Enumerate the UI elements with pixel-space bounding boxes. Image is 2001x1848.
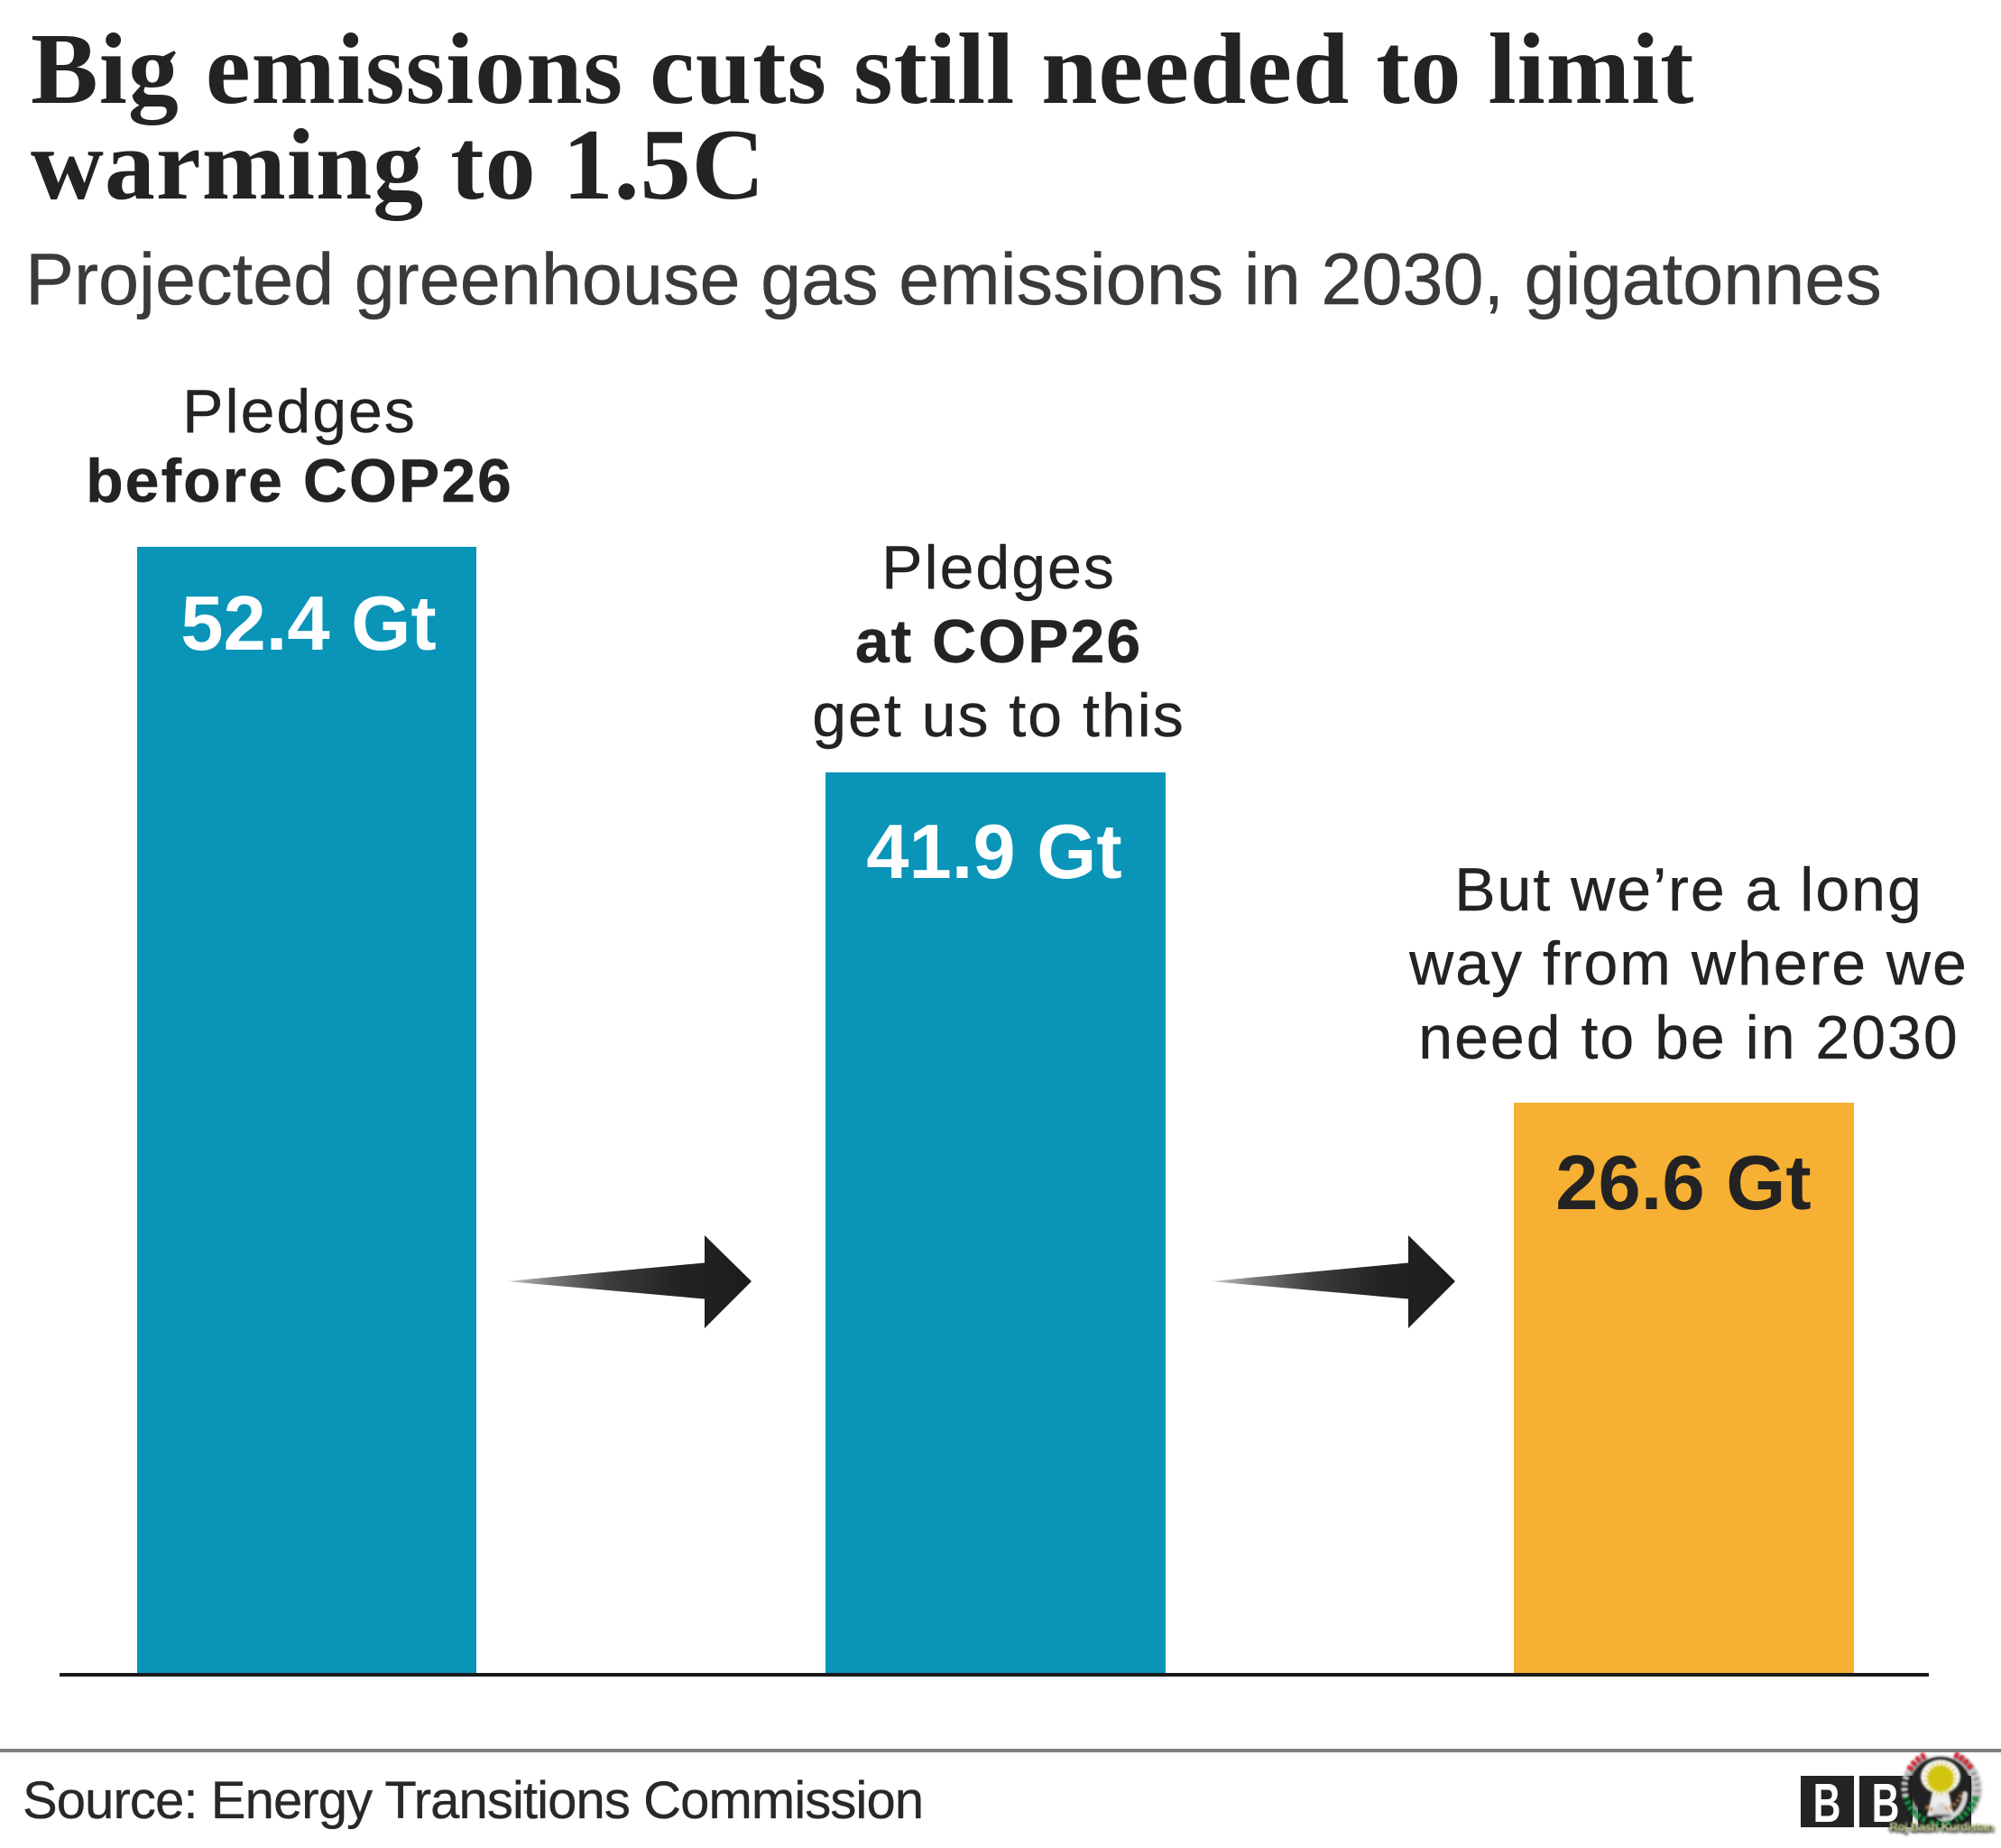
svg-text:Roj Bash Kurdistan: Roj Bash Kurdistan [1889, 1820, 1994, 1834]
